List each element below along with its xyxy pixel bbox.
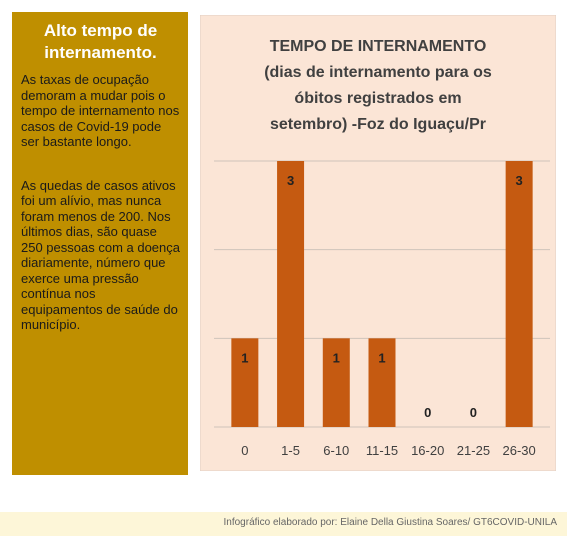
x-tick-label: 21-25 xyxy=(457,443,490,458)
paragraph: As quedas de casos ativos foi um alívio,… xyxy=(21,177,180,333)
data-label: 3 xyxy=(287,173,294,188)
data-label: 0 xyxy=(470,405,477,420)
footer: Infográfico elaborado por: Elaine Della … xyxy=(0,512,567,536)
x-tick-label: 0 xyxy=(241,443,248,458)
data-label: 3 xyxy=(516,173,523,188)
chart-title: TEMPO DE INTERNAMENTO xyxy=(270,38,487,55)
x-tick-label: 26-30 xyxy=(503,443,536,458)
data-label: 1 xyxy=(378,350,385,365)
bar xyxy=(322,338,350,427)
bar xyxy=(368,338,396,427)
data-label: 1 xyxy=(333,350,340,365)
x-tick-label: 16-20 xyxy=(411,443,444,458)
chart-title: óbitos registrados em xyxy=(294,90,461,107)
credit: Infográfico elaborado por: Elaine Della … xyxy=(223,517,558,528)
x-tick-label: 11-15 xyxy=(366,443,398,458)
chart-title: (dias de internamento para os xyxy=(264,64,492,81)
info-panel: Alto tempo de internamento. As taxas de … xyxy=(12,12,188,475)
bar xyxy=(231,338,259,427)
panel-title: Alto tempo de internamento. xyxy=(43,21,158,62)
data-label: 0 xyxy=(424,405,431,420)
paragraph: As taxas de ocupação demoram a mudar poi… xyxy=(21,72,180,149)
chart-title: setembro) -Foz do Iguaçu/Pr xyxy=(270,116,486,133)
x-tick-label: 6-10 xyxy=(323,443,349,458)
bar xyxy=(505,161,533,427)
chart: TEMPO DE INTERNAMENTO (dias de internamen… xyxy=(200,15,556,471)
x-tick-label: 1-5 xyxy=(281,443,300,458)
data-label: 1 xyxy=(241,350,248,365)
bar xyxy=(277,161,305,427)
